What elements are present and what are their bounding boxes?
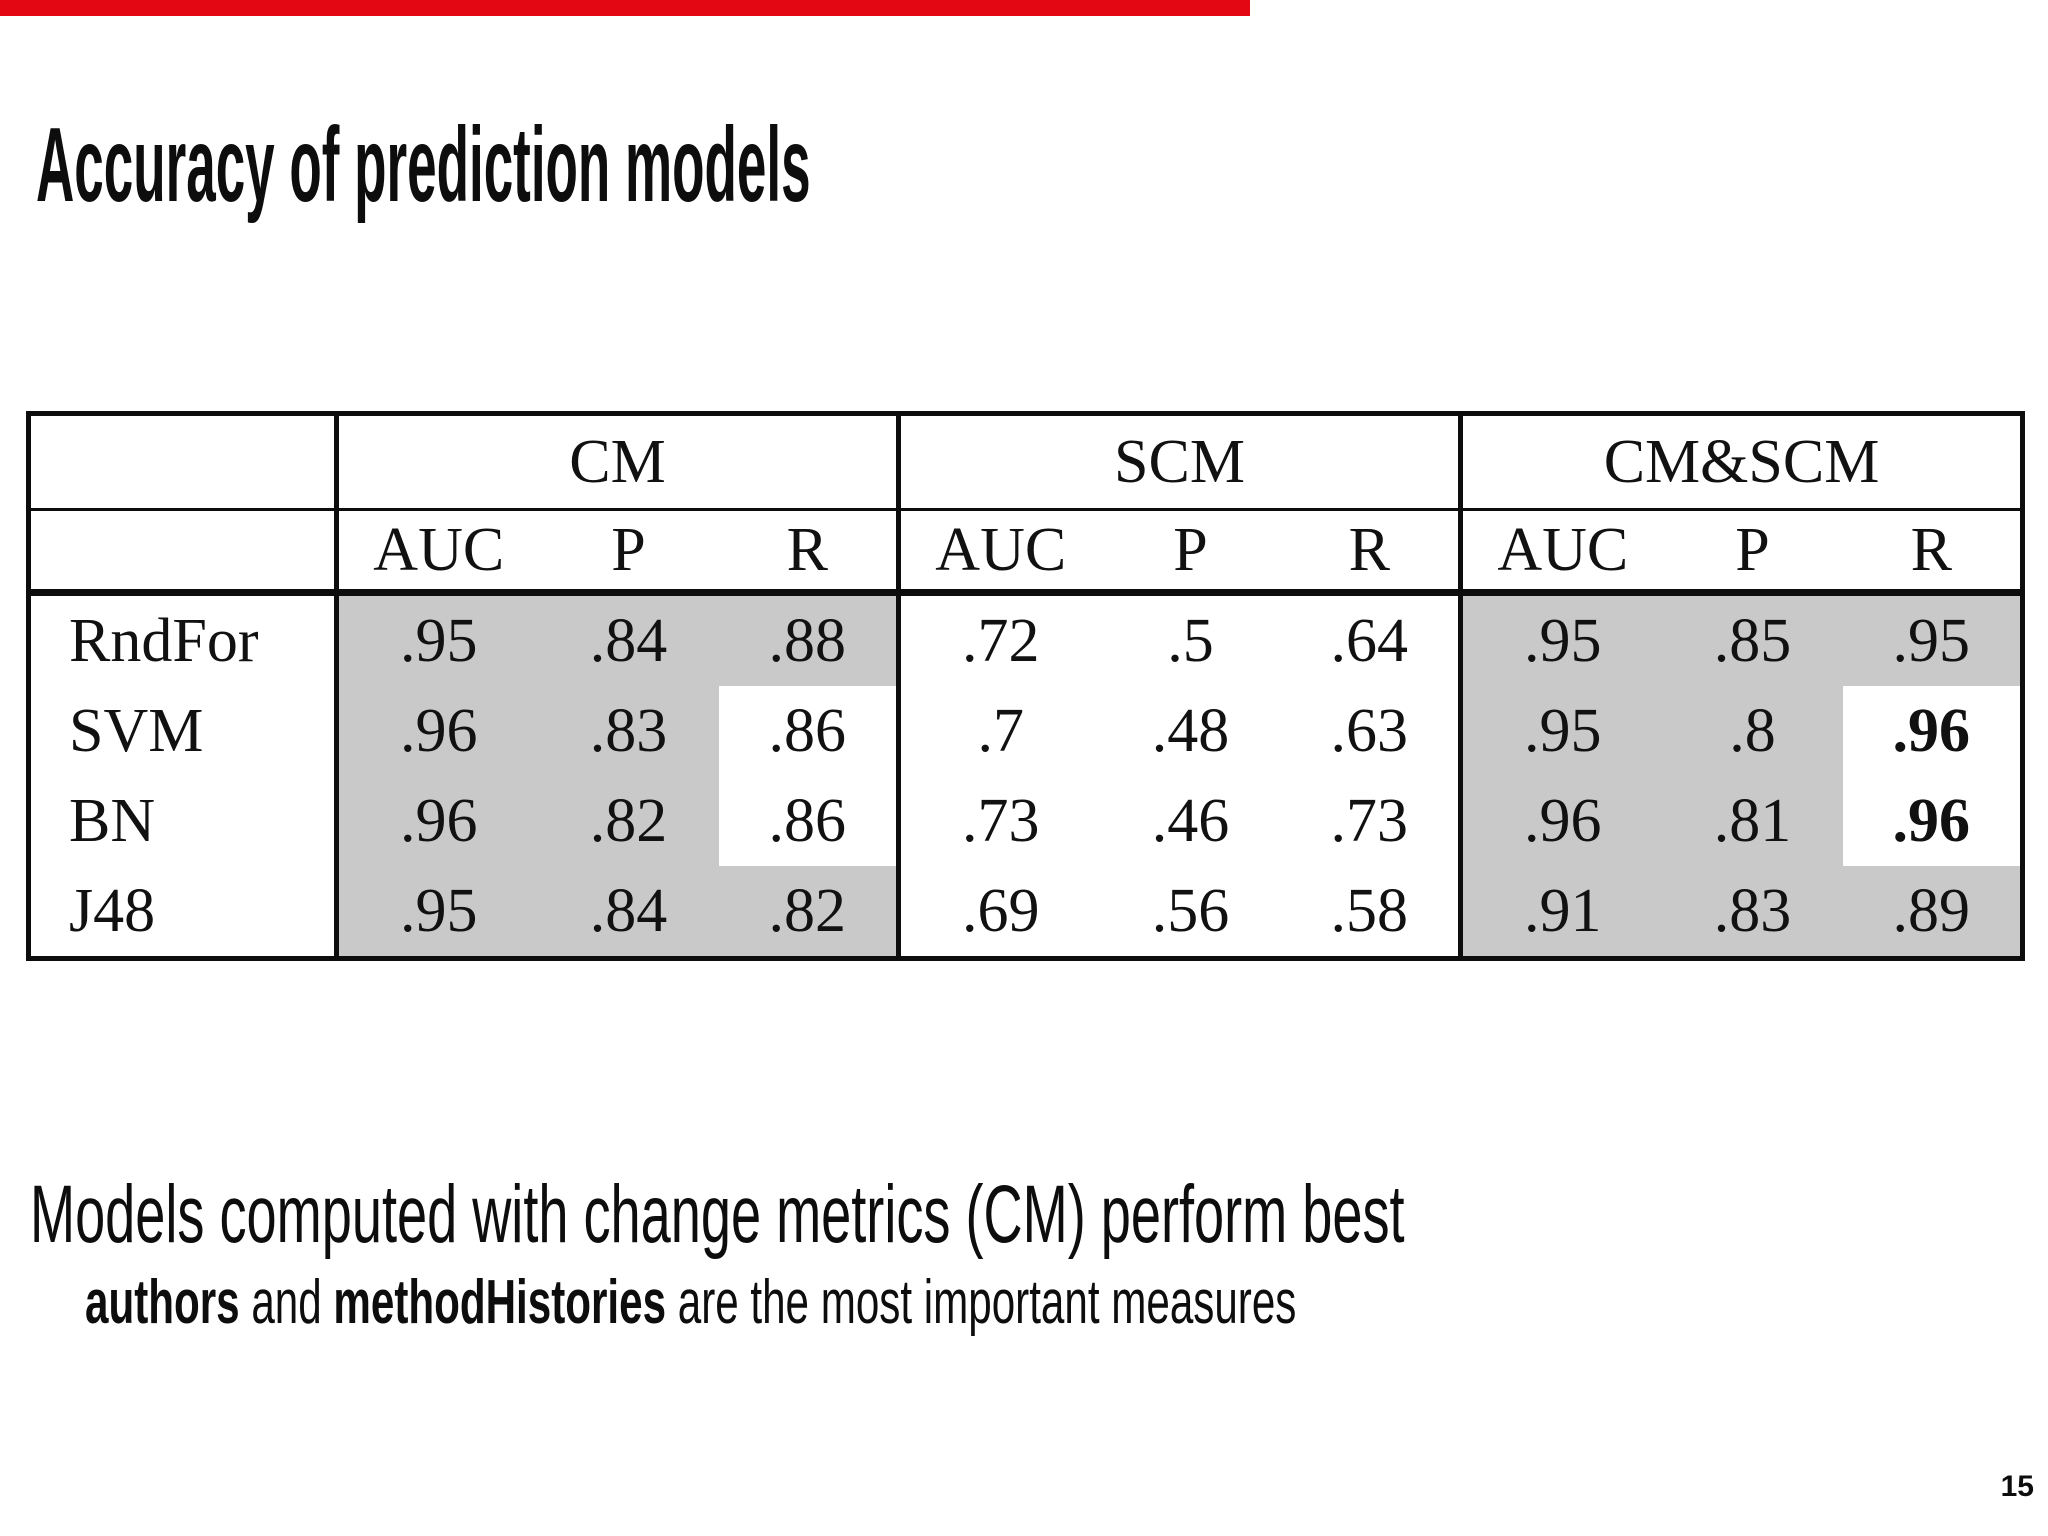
value-cell: .64 (1280, 592, 1464, 686)
value-cell: .58 (1280, 866, 1464, 959)
value-cell: .95 (1460, 686, 1663, 776)
table-row-bn: BN .96 .82 .86 .73 .46 .73 .96 .81 .96 (28, 776, 2023, 866)
value-cell: .86 (718, 776, 901, 866)
col-header-r: R (1842, 509, 2023, 596)
value-cell: .84 (538, 592, 719, 686)
table-row-svm: SVM .96 .83 .86 .7 .48 .63 .95 .8 .96 (28, 686, 2023, 776)
conclusion-rest: are the most important measures (666, 1268, 1297, 1337)
value-cell-best: .96 (1892, 786, 1971, 855)
col-header-p: P (1662, 509, 1843, 596)
table-row-j48: J48 .95 .84 .82 .69 .56 .58 .91 .83 .89 (28, 866, 2023, 959)
table-row-rndfor: RndFor .95 .84 .88 .72 .5 .64 .95 .85 .9… (28, 592, 2023, 686)
value-cell: .7 (977, 696, 1025, 765)
page-number: 15 (2000, 1470, 2034, 1503)
group-header-cmscm: CM&SCM (1460, 413, 2023, 511)
value-cell: .48 (1151, 696, 1230, 765)
value-cell: .88 (718, 592, 901, 686)
col-header-auc: AUC (1460, 509, 1663, 596)
value-cell: .96 (336, 686, 539, 776)
value-cell: .82 (538, 776, 719, 866)
col-header-p: P (1100, 509, 1281, 596)
value-cell: .96 (336, 776, 539, 866)
value-cell: .69 (962, 876, 1040, 945)
value-cell: .73 (1280, 776, 1464, 866)
value-cell: .63 (1280, 686, 1464, 776)
value-cell: .96 (1460, 776, 1663, 866)
col-header-auc: AUC (336, 509, 539, 596)
value-cell: .86 (718, 686, 901, 776)
row-label: BN (28, 776, 339, 866)
value-cell: .73 (962, 786, 1040, 855)
row-label: RndFor (28, 592, 339, 686)
conclusion-line-1: Models computed with change metrics (CM)… (30, 1169, 1405, 1260)
conclusion-connector: and (239, 1268, 334, 1337)
col-header-p: P (538, 509, 719, 596)
col-header-r: R (718, 509, 901, 596)
value-cell: .46 (1151, 786, 1230, 855)
value-cell: .83 (538, 686, 719, 776)
row-label: J48 (28, 866, 339, 959)
col-header-auc: AUC (898, 509, 1101, 596)
conclusion-line-2: authors and methodHistories are the most… (85, 1270, 1296, 1335)
group-header-scm: SCM (898, 413, 1464, 511)
slide-title: Accuracy of prediction models (36, 106, 811, 224)
col-header-r: R (1280, 509, 1464, 596)
value-cell: .82 (718, 866, 901, 959)
value-cell: .95 (1842, 592, 2023, 686)
results-table: CM SCM CM&SCM AUC P R AUC P R AUC P R Rn… (26, 411, 2026, 961)
value-cell: .84 (538, 866, 719, 959)
group-header-row: CM SCM CM&SCM (28, 413, 2023, 511)
group-header-cm: CM (336, 413, 901, 511)
value-cell: .95 (1460, 592, 1663, 686)
value-cell: .83 (1662, 866, 1843, 959)
value-cell: .81 (1662, 776, 1843, 866)
slide-progress-bar (0, 0, 1250, 16)
keyword-methodhistories: methodHistories (333, 1268, 667, 1337)
value-cell: .95 (336, 866, 539, 959)
value-cell-best: .96 (1892, 696, 1971, 765)
keyword-authors: authors (85, 1268, 240, 1337)
value-cell: .91 (1460, 866, 1663, 959)
value-cell: .8 (1662, 686, 1843, 776)
value-cell: .89 (1842, 866, 2023, 959)
corner-cell (28, 413, 339, 511)
value-cell: .85 (1662, 592, 1843, 686)
value-cell: .5 (1167, 606, 1214, 675)
value-cell: .72 (962, 606, 1040, 675)
row-label: SVM (28, 686, 339, 776)
value-cell: .56 (1151, 876, 1230, 945)
sub-header-row: AUC P R AUC P R AUC P R (28, 509, 2023, 596)
value-cell: .95 (336, 592, 539, 686)
corner-cell (28, 509, 339, 596)
